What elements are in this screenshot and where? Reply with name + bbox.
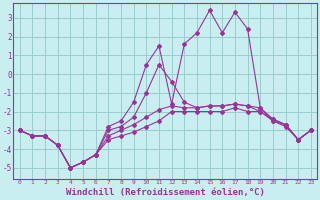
X-axis label: Windchill (Refroidissement éolien,°C): Windchill (Refroidissement éolien,°C)	[66, 188, 265, 197]
